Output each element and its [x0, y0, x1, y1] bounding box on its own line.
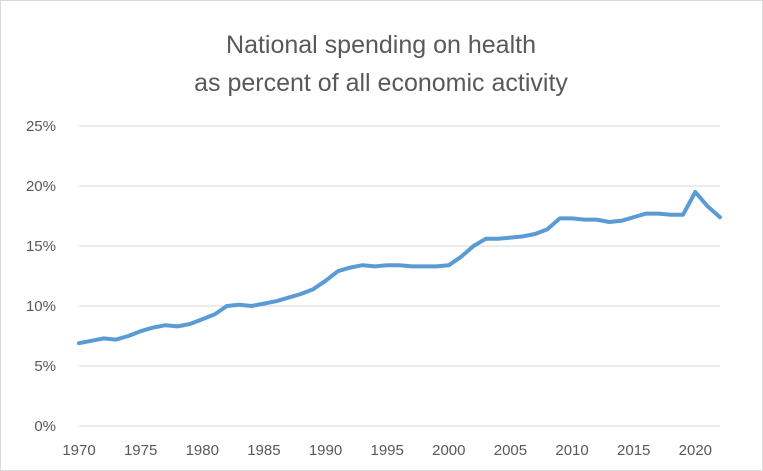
y-tick-label: 5% [34, 358, 56, 375]
y-tick-label: 10% [26, 298, 56, 315]
x-tick-label: 1980 [186, 442, 219, 459]
chart-title-line-1: National spending on health [226, 31, 536, 59]
chart-title-line-2: as percent of all economic activity [194, 69, 568, 97]
x-tick-label: 2000 [432, 442, 465, 459]
x-tick-label: 1970 [62, 442, 95, 459]
gridlines [79, 125, 720, 427]
x-tick-label: 2010 [555, 442, 588, 459]
x-tick-label: 1985 [247, 442, 280, 459]
x-tick-label: 2020 [679, 442, 712, 459]
x-axis-tick-labels: 1970 1975 1980 1985 1990 1995 2000 2005 2010 2015… [62, 442, 712, 459]
x-tick-label: 1990 [309, 442, 342, 459]
x-tick-label: 1975 [124, 442, 157, 459]
series-line-0 [77, 190, 722, 346]
x-tick-label: 1995 [370, 442, 403, 459]
series-group [77, 190, 722, 346]
x-tick-label: 2005 [494, 442, 527, 459]
y-tick-label: 20% [26, 178, 56, 195]
y-tick-label: 25% [26, 118, 56, 135]
y-tick-label: 0% [34, 418, 56, 435]
y-tick-label: 15% [26, 238, 56, 255]
y-axis-tick-labels: 0% 5% 10% 15% 20% 25% [26, 118, 56, 435]
x-tick-label: 2015 [617, 442, 650, 459]
